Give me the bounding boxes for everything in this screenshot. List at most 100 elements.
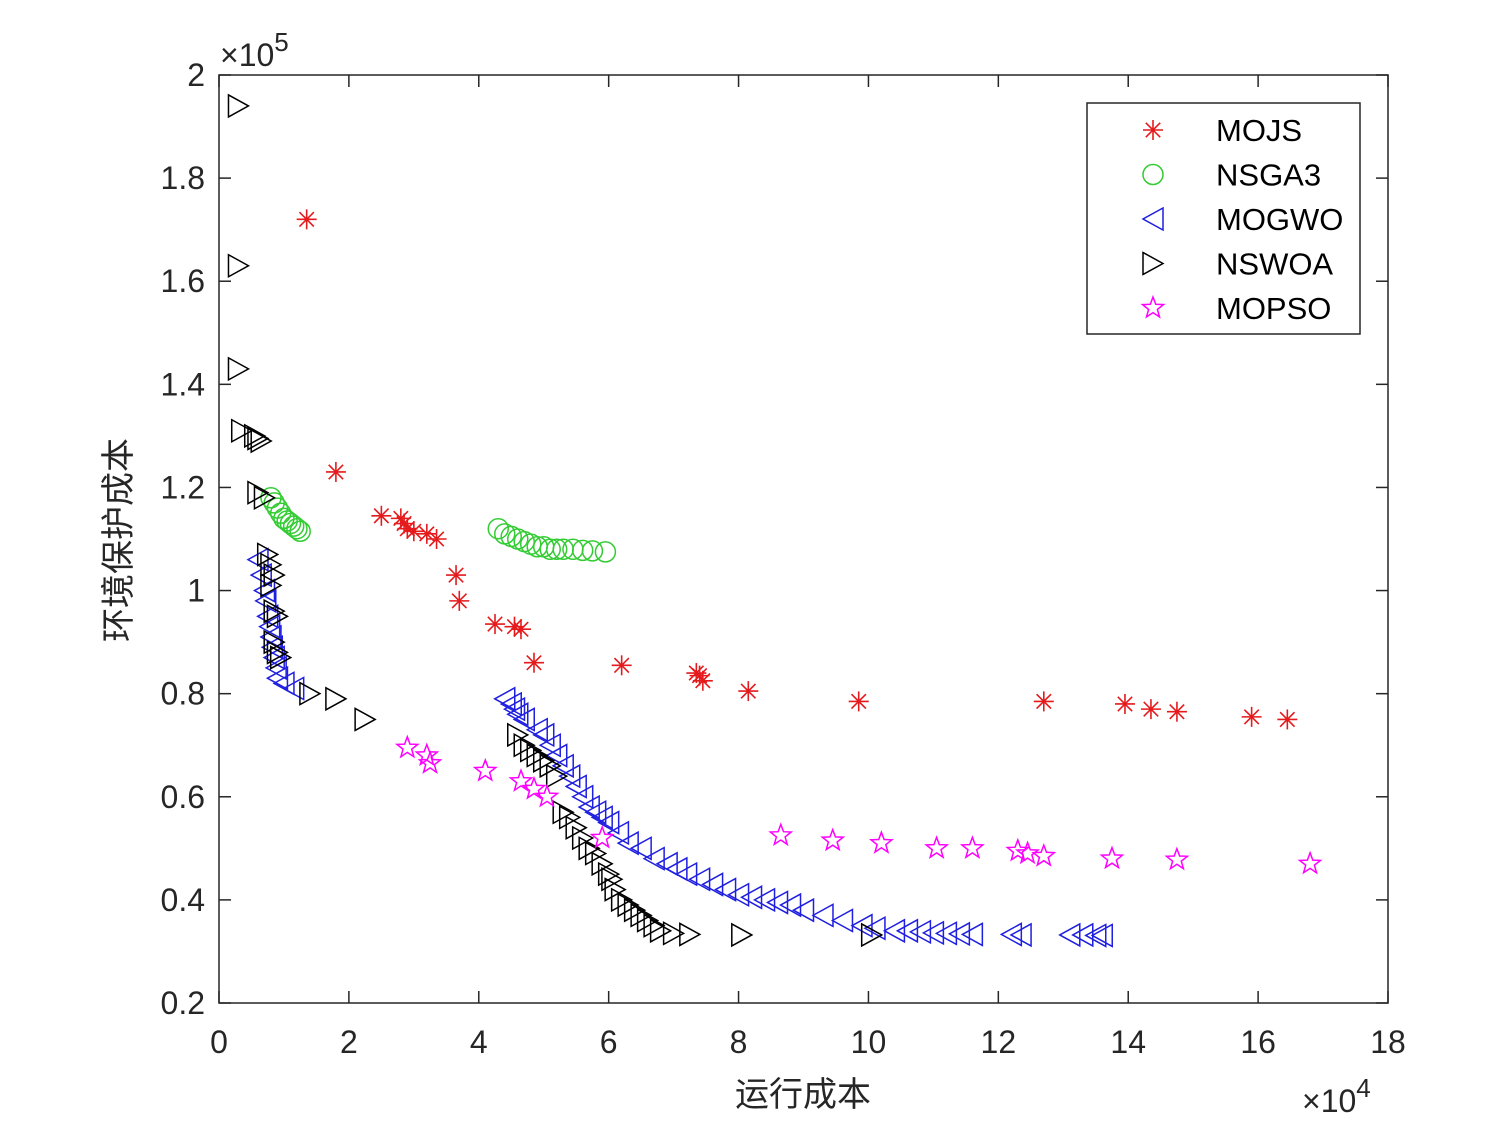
point-mogwo bbox=[752, 887, 776, 913]
point-mopso bbox=[472, 757, 498, 782]
point-mopso bbox=[508, 768, 534, 792]
point-nswoa bbox=[860, 922, 884, 948]
legend-item-mojs: MOJS bbox=[1143, 113, 1302, 148]
point-mojs bbox=[611, 655, 632, 676]
y-tick-label: 1 bbox=[187, 573, 205, 609]
point-nswoa bbox=[253, 485, 277, 511]
point-nswoa bbox=[260, 552, 283, 578]
x-axis-label: 运行成本 bbox=[735, 1075, 871, 1115]
point-nswoa bbox=[558, 805, 582, 830]
x-multiplier-base: 10 bbox=[1321, 1083, 1357, 1119]
point-mojs bbox=[426, 529, 447, 549]
legend-marker-mopso bbox=[1140, 294, 1166, 319]
y-axis-label: 环境保护成本 bbox=[99, 438, 139, 642]
point-nsga3 bbox=[571, 539, 594, 562]
point-mogwo bbox=[499, 691, 522, 717]
point-mogwo bbox=[947, 921, 971, 947]
y-tick-label: 0.8 bbox=[161, 676, 205, 712]
point-mogwo bbox=[525, 717, 548, 743]
point-mogwo bbox=[921, 920, 945, 946]
x-multiplier: ×104 bbox=[1302, 1073, 1371, 1119]
x-tick-label: 14 bbox=[1110, 1024, 1146, 1060]
point-nswoa bbox=[354, 707, 377, 732]
point-mogwo bbox=[629, 836, 652, 861]
point-mogwo bbox=[577, 794, 600, 820]
y-tick-label: 2 bbox=[187, 57, 205, 93]
point-nswoa bbox=[266, 640, 290, 665]
legend-label: MOPSO bbox=[1216, 291, 1331, 326]
x-multiplier-exponent: 4 bbox=[1356, 1073, 1370, 1103]
point-mopso bbox=[768, 822, 794, 847]
point-mogwo bbox=[811, 903, 834, 928]
legend-label: MOJS bbox=[1216, 113, 1302, 148]
point-nswoa bbox=[263, 562, 286, 588]
point-mojs bbox=[1277, 709, 1298, 730]
x-tick-label: 0 bbox=[210, 1024, 228, 1060]
point-mogwo bbox=[778, 892, 802, 918]
point-nswoa bbox=[578, 836, 601, 861]
x-tick-label: 8 bbox=[730, 1024, 748, 1060]
x-tick-label: 6 bbox=[600, 1024, 618, 1060]
point-nsga3 bbox=[581, 540, 604, 562]
point-nswoa bbox=[513, 732, 536, 758]
legend-item-nswoa: NSWOA bbox=[1142, 247, 1333, 282]
series-mopso bbox=[394, 734, 1323, 875]
y-multiplier-base: 10 bbox=[239, 37, 275, 73]
point-mojs bbox=[403, 521, 424, 542]
point-mogwo bbox=[606, 820, 630, 846]
point-mogwo bbox=[597, 810, 620, 835]
point-mogwo bbox=[895, 918, 919, 944]
legend-label: NSGA3 bbox=[1216, 158, 1321, 193]
point-mogwo bbox=[999, 922, 1023, 947]
y-tick-label: 1.2 bbox=[161, 469, 205, 505]
y-tick-label: 0.2 bbox=[161, 985, 205, 1021]
point-mojs bbox=[325, 461, 346, 482]
point-mogwo bbox=[558, 763, 581, 789]
point-mojs bbox=[485, 614, 506, 635]
legend-marker-nsga3 bbox=[1142, 163, 1164, 186]
point-nswoa bbox=[227, 356, 251, 382]
point-nswoa bbox=[263, 629, 286, 655]
tick-labels: 0 2 4 6 8 10 12 14 16 18 0.2 0.4 0.6 0.8 1 1.2 1.4 1.6 1.8… bbox=[161, 57, 1406, 1060]
x-tick-label: 4 bbox=[470, 1024, 488, 1060]
point-mogwo bbox=[538, 732, 561, 758]
point-mojs bbox=[1140, 699, 1161, 720]
point-mojs bbox=[371, 505, 392, 526]
point-nsga3 bbox=[539, 538, 561, 561]
point-mogwo bbox=[1090, 923, 1113, 948]
point-mogwo bbox=[726, 882, 750, 908]
point-mopso bbox=[1015, 840, 1041, 865]
point-nswoa bbox=[679, 922, 702, 947]
point-nswoa bbox=[269, 645, 293, 670]
point-mojs bbox=[446, 565, 467, 586]
point-nsga3 bbox=[286, 517, 308, 540]
point-nswoa bbox=[571, 825, 595, 851]
point-mogwo bbox=[934, 921, 958, 946]
point-mopso bbox=[534, 783, 560, 808]
point-nswoa bbox=[731, 922, 754, 948]
point-mopso bbox=[589, 824, 615, 849]
point-nswoa bbox=[227, 93, 251, 119]
point-mogwo bbox=[254, 588, 277, 614]
y-tick-label: 0.6 bbox=[161, 779, 205, 815]
point-mojs bbox=[689, 665, 710, 686]
series-mojs bbox=[296, 209, 1298, 730]
legend-marker-mogwo bbox=[1141, 206, 1164, 232]
point-nswoa bbox=[662, 921, 686, 946]
point-nswoa bbox=[325, 686, 348, 712]
point-mogwo bbox=[714, 877, 737, 902]
point-nswoa bbox=[299, 681, 322, 706]
point-mogwo bbox=[863, 915, 886, 941]
point-nsga3 bbox=[545, 538, 568, 561]
point-nswoa bbox=[552, 799, 575, 825]
point-mogwo bbox=[551, 753, 574, 779]
x-tick-label: 12 bbox=[981, 1024, 1017, 1060]
point-mopso bbox=[1031, 842, 1057, 867]
point-mogwo bbox=[1058, 922, 1081, 948]
point-mopso bbox=[820, 827, 846, 852]
point-mojs bbox=[523, 652, 544, 673]
point-mogwo bbox=[584, 799, 607, 825]
point-nsga3 bbox=[260, 487, 282, 509]
y-tick-label: 0.4 bbox=[161, 882, 205, 918]
point-nswoa bbox=[506, 722, 530, 748]
